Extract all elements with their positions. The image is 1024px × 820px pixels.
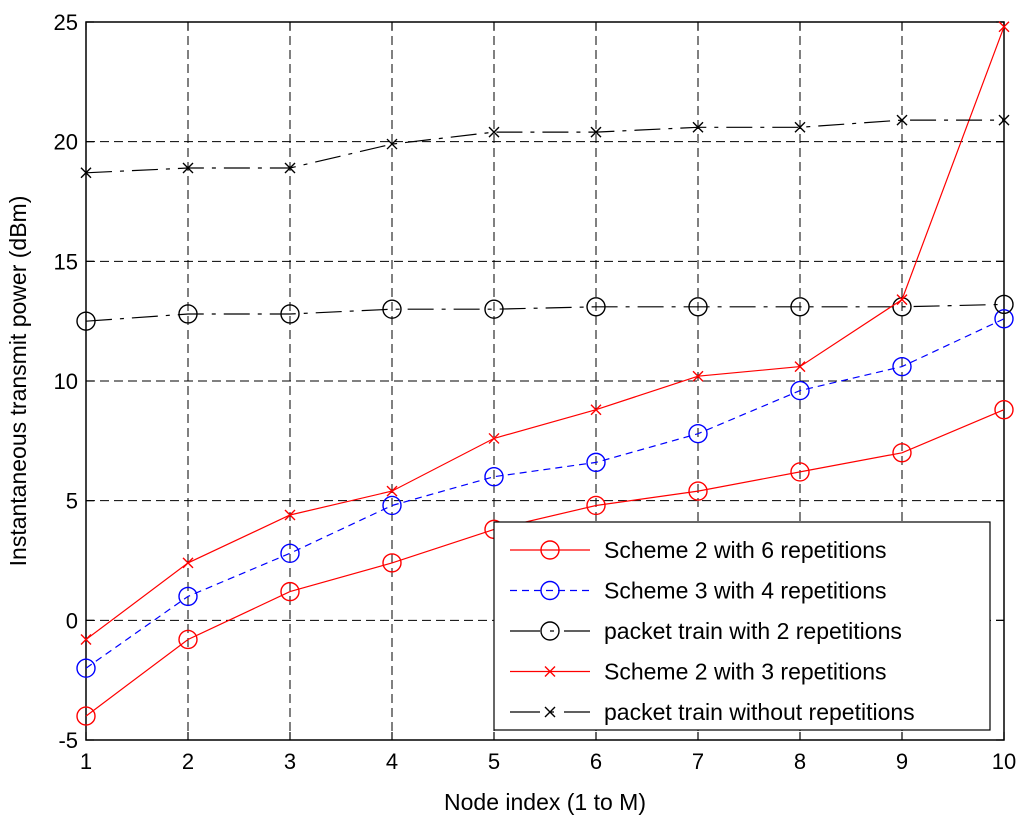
data-point-5-10 [998, 114, 1010, 126]
x-tick-label: 1 [80, 749, 92, 774]
data-point-2-10 [994, 309, 1014, 329]
data-point-1-2 [178, 629, 198, 650]
series-4 [80, 21, 1010, 645]
data-point-2-2 [178, 586, 198, 607]
data-point-5-6 [590, 126, 602, 138]
data-point-1-7 [688, 481, 708, 501]
x-tick-label: 2 [182, 749, 194, 774]
data-point-1-4 [382, 553, 402, 573]
series-2 [76, 309, 1014, 678]
series-line-2 [85, 318, 1005, 669]
series-5 [80, 114, 1010, 179]
legend-box [493, 521, 991, 731]
x-tick-label: 7 [692, 749, 704, 774]
data-point-2-9 [892, 356, 912, 377]
x-tick-label: 9 [896, 749, 908, 774]
data-point-1-3 [280, 581, 300, 602]
data-point-2-3 [280, 543, 300, 564]
legend-item-2: Scheme 3 with 4 repetitions [510, 578, 887, 604]
x-tick-label: 3 [284, 749, 296, 774]
data-point-1-9 [892, 443, 912, 463]
data-point-1-1 [76, 706, 96, 726]
data-point-4-8 [794, 361, 806, 373]
y-tick-label: 5 [66, 489, 78, 514]
data-point-5-9 [896, 114, 908, 126]
y-tick-label: 15 [54, 249, 78, 274]
data-point-3-5 [484, 299, 504, 319]
data-point-1-10 [994, 400, 1014, 420]
legend-marker-1 [540, 540, 560, 560]
legend-marker-2 [540, 580, 560, 601]
legend: Scheme 2 with 6 repetitions Scheme 3 with… [493, 521, 991, 731]
legend-item-1: Scheme 2 with 6 repetitions [510, 537, 887, 563]
data-point-2-8 [790, 380, 810, 401]
x-tick-label: 5 [488, 749, 500, 774]
data-point-5-3 [284, 162, 296, 174]
data-point-4-9 [896, 294, 908, 306]
data-point-4-3 [284, 509, 296, 521]
data-point-5-1 [80, 167, 92, 179]
data-point-1-8 [790, 462, 810, 482]
data-point-4-6 [590, 404, 602, 416]
legend-item-5: packet train without repetitions [510, 699, 915, 725]
legend-item-4: Scheme 2 with 3 repetitions [510, 659, 887, 685]
data-point-2-7 [688, 423, 708, 444]
data-point-3-4 [382, 299, 402, 319]
series-3 [76, 294, 1014, 331]
data-point-3-1 [76, 311, 96, 331]
legend-item-3: packet train with 2 repetitions [510, 618, 902, 644]
legend-label-3: packet train with 2 repetitions [604, 618, 902, 644]
data-point-5-5 [488, 126, 500, 138]
series-line-4 [85, 26, 1005, 640]
y-tick-label: -5 [58, 728, 78, 753]
x-axis-title: Node index (1 to M) [444, 789, 646, 815]
y-tick-label: 20 [54, 130, 78, 155]
data-point-2-4 [382, 495, 402, 516]
data-point-2-6 [586, 452, 606, 473]
axis-ticks: 1 2 3 4 5 6 7 8 9 10 -5 0 5 10 15 20 25 [54, 10, 1017, 774]
x-tick-label: 8 [794, 749, 806, 774]
data-point-5-4 [386, 138, 398, 150]
data-point-4-10 [998, 21, 1010, 33]
data-point-4-7 [692, 370, 704, 382]
legend-label-2: Scheme 3 with 4 repetitions [604, 578, 887, 604]
y-axis-title: Instantaneous transmit power (dBm) [5, 196, 31, 567]
data-point-5-2 [182, 162, 194, 174]
legend-marker-4 [544, 666, 556, 677]
data-point-1-6 [586, 495, 606, 516]
data-point-3-6 [586, 297, 606, 317]
series-group [76, 21, 1014, 726]
data-point-4-4 [386, 485, 398, 497]
data-point-3-10 [994, 294, 1014, 315]
x-tick-label: 6 [590, 749, 602, 774]
data-point-5-8 [794, 121, 806, 133]
data-point-4-1 [80, 633, 92, 645]
data-point-3-8 [790, 297, 810, 317]
series-line-5 [85, 119, 1004, 174]
x-tick-label: 4 [386, 749, 398, 774]
legend-label-1: Scheme 2 with 6 repetitions [604, 537, 887, 563]
series-1 [76, 400, 1014, 726]
data-point-3-9 [892, 297, 912, 317]
y-tick-label: 10 [54, 369, 78, 394]
y-tick-label: 0 [66, 608, 78, 633]
series-line-3 [85, 303, 1005, 322]
data-point-3-7 [688, 297, 708, 317]
legend-label-4: Scheme 2 with 3 repetitions [604, 659, 887, 685]
legend-marker-3 [540, 621, 560, 641]
data-point-3-3 [280, 304, 300, 324]
y-tick-label: 25 [54, 10, 78, 35]
legend-marker-5 [544, 706, 556, 718]
data-point-2-1 [76, 658, 96, 678]
data-point-2-5 [484, 467, 504, 487]
data-point-4-2 [182, 557, 194, 569]
data-point-5-7 [692, 121, 704, 133]
data-point-3-2 [178, 304, 198, 324]
data-point-4-5 [488, 432, 500, 444]
series-line-1 [85, 409, 1005, 717]
legend-label-5: packet train without repetitions [604, 699, 915, 725]
x-tick-label: 10 [992, 749, 1016, 774]
